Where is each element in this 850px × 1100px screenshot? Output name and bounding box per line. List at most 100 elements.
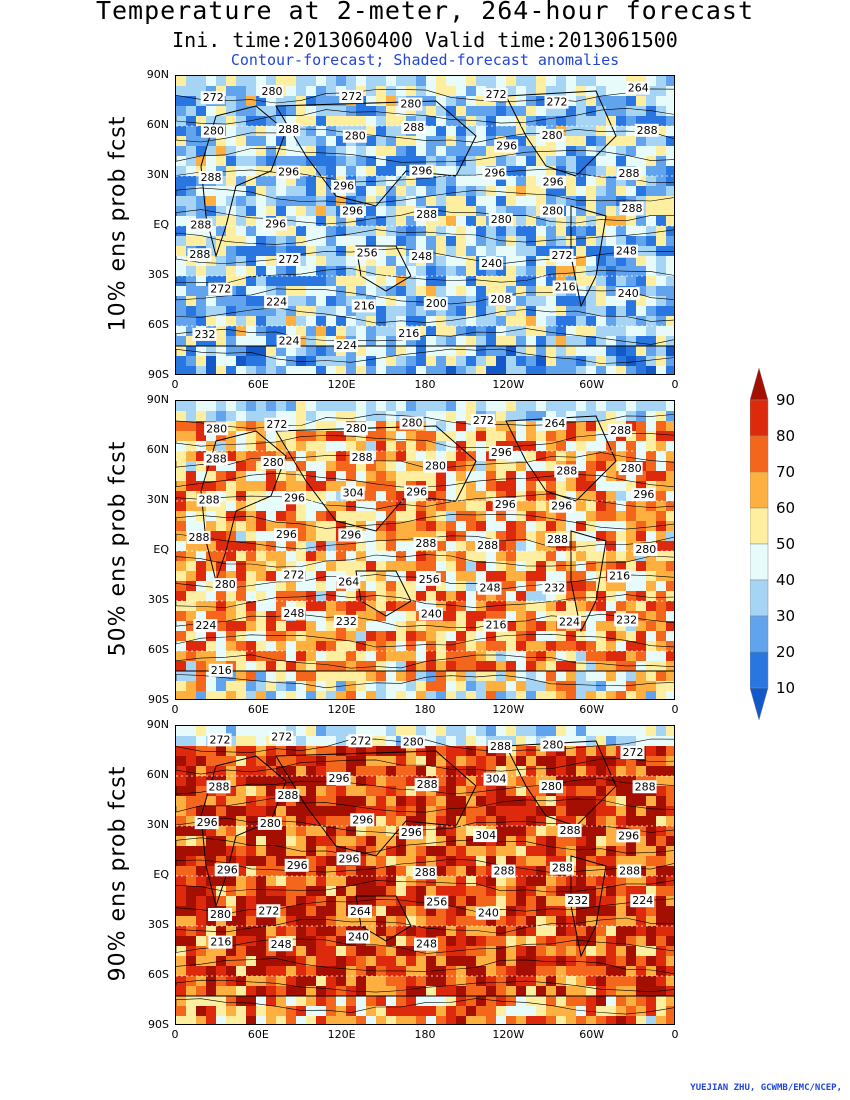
contour-value-text: 264 [338,576,359,589]
colorbar-segment [749,435,769,473]
contour-value-text: 280 [403,735,424,748]
colorbar-label: 10 [776,679,795,697]
lon-tick-label: 0 [171,378,179,391]
contour-value-label: 216 [396,327,421,341]
contour-value-label: 296 [631,488,656,502]
contour-value-text: 296 [495,498,516,511]
coastline [200,430,287,583]
lat-tick-label: 90S [148,693,169,706]
contour-value-label: 280 [257,816,282,830]
contour-value-text: 296 [352,813,373,826]
isotherm-contour [176,797,674,813]
contour-value-label: 240 [615,287,640,301]
lon-tick-label: 0 [171,1028,179,1041]
contour-value-text: 288 [416,208,437,221]
contour-value-text: 288 [637,124,658,137]
isotherm-contour [176,654,674,669]
coastline [570,530,607,633]
contour-value-label: 280 [343,422,368,436]
contour-value-label: 280 [398,97,423,111]
contour-value-text: 296 [276,528,297,541]
lon-tick-label: 120E [327,703,356,716]
contour-value-text: 296 [401,826,422,839]
contour-value-label: 272 [348,734,373,748]
contour-value-text: 224 [632,894,653,907]
contour-value-text: 288 [352,451,373,464]
lon-tick-label: 120E [327,1028,356,1041]
contour-value-label: 296 [194,816,219,830]
contour-value-text: 224 [266,295,287,308]
contour-value-text: 280 [491,213,512,226]
contour-value-text: 288 [277,789,298,802]
contour-value-label: 296 [336,852,361,866]
isotherm-contour [176,778,674,795]
contour-value-label: 288 [554,464,579,478]
contour-value-text: 296 [284,491,305,504]
lon-tick-label: 0 [671,378,679,391]
contour-value-label: 296 [331,179,356,193]
contour-value-text: 272 [341,90,362,103]
contour-value-label: 240 [345,930,370,944]
contour-value-text: 216 [555,280,576,293]
lon-tick-label: 180 [414,703,436,716]
isotherm-contour [176,107,674,125]
contour-value-label: 272 [281,568,306,582]
contour-value-text: 288 [278,123,299,136]
lat-tick-label: 30N [146,493,169,506]
contour-value-label: 296 [276,165,301,179]
isotherm-contour [176,979,674,993]
contour-value-text: 280 [635,543,656,556]
panel-label: 10% ens prob fcst [105,115,131,332]
contour-value-label: 240 [475,906,500,920]
contour-value-label: 288 [634,123,659,137]
contour-value-text: 296 [342,205,363,218]
contour-value-text: 288 [560,824,581,837]
contour-value-text: 248 [616,245,637,258]
contour-value-text: 264 [628,82,649,95]
contour-value-text: 232 [567,894,588,907]
isotherm-contour [176,594,674,609]
contour-value-text: 280 [400,98,421,111]
isotherm-contour [176,837,674,855]
contour-value-label: 272 [544,95,569,109]
contour-value-text: 304 [475,829,496,842]
coastline [570,205,607,308]
probability-map-panel: 280 272 280 280 272 264 288 288 280 288 280 296 288 2… [175,400,675,700]
contour-value-text: 280 [260,817,281,830]
contour-value-text: 288 [189,248,210,261]
contour-value-text: 280 [541,780,562,793]
contour-value-text: 272 [271,731,292,744]
contour-value-text: 288 [415,537,436,550]
colorbar-label: 50 [776,535,795,553]
contour-value-label: 304 [483,772,508,786]
isotherm-contour [176,998,674,1015]
contour-value-label: 288 [349,450,374,464]
contour-value-label: 280 [208,907,233,921]
contour-value-text: 288 [201,171,222,184]
contour-value-text: 288 [619,864,640,877]
contour-value-text: 280 [425,460,446,473]
contour-value-label: 272 [470,414,495,428]
contour-value-label: 264 [336,575,361,589]
contour-value-text: 288 [622,202,643,215]
contour-value-label: 280 [633,543,658,557]
contour-value-text: 272 [278,253,299,266]
chart-title: Temperature at 2-meter, 264-hour forecas… [95,0,755,25]
contour-value-label: 232 [614,613,639,627]
contour-value-label: 248 [268,938,293,952]
contour-value-label: 280 [618,462,643,476]
contour-value-text: 264 [350,905,371,918]
contour-value-label: 288 [488,740,513,754]
contour-value-label: 288 [414,778,439,792]
contour-value-label: 272 [256,904,281,918]
lat-tick-label: EQ [153,868,169,881]
contour-value-text: 224 [336,339,357,352]
colorbar-segment [749,507,769,545]
contour-value-text: 216 [210,936,231,949]
contour-value-text: 288 [547,533,568,546]
contour-value-label: 296 [338,528,363,542]
contour-value-label: 256 [424,895,449,909]
contour-value-text: 288 [189,531,210,544]
contour-value-label: 288 [198,171,223,185]
contour-value-text: 256 [357,246,378,259]
